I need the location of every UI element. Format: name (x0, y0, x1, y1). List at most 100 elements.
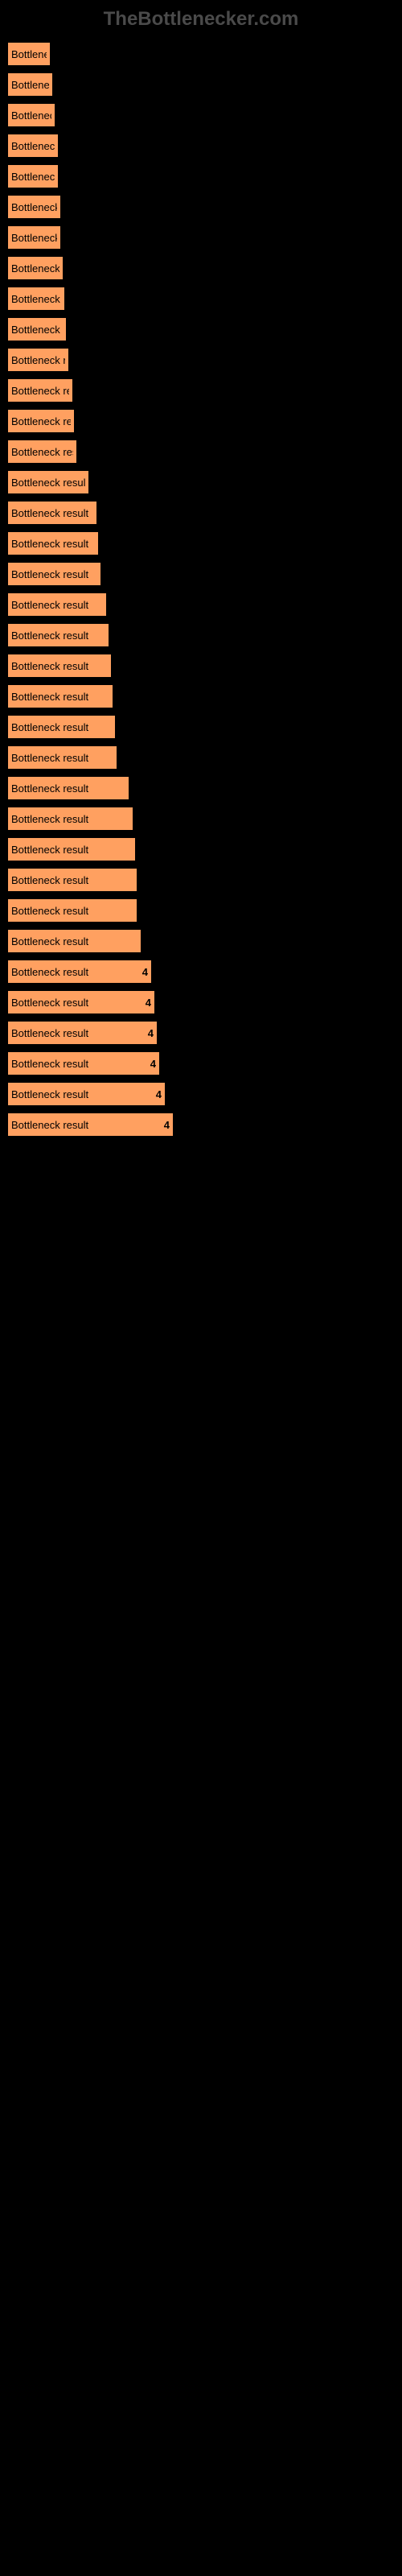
bar: Bottleneck result (8, 73, 52, 96)
chart-row: Bottleneck result (8, 807, 394, 830)
chart-row: Bottleneck result (8, 43, 394, 65)
bar-wrap: Bottleneck result (8, 502, 394, 524)
bar-wrap: Bottleneck result (8, 532, 394, 555)
chart-row: Bottleneck result (8, 716, 394, 738)
bar-label: Bottleneck result (11, 201, 57, 213)
chart-row: Bottleneck result 4 (8, 1052, 394, 1075)
bar-wrap: Bottleneck result 4 (8, 960, 394, 983)
chart-row: Bottleneck result (8, 196, 394, 218)
bottleneck-bar-chart: Bottleneck result Bottleneck result Bottle… (0, 43, 402, 1136)
chart-row: Bottleneck result (8, 593, 394, 616)
chart-row: Bottleneck result 4 (8, 960, 394, 983)
chart-row: Bottleneck result (8, 502, 394, 524)
chart-row: Bottleneck result4 (8, 991, 394, 1013)
bar-wrap: Bottleneck result (8, 777, 394, 799)
chart-row: Bottleneck result (8, 838, 394, 861)
chart-row: Bottleneck result (8, 930, 394, 952)
bar-label: Bottleneck result (11, 630, 88, 642)
bar-label: Bottleneck result (11, 782, 88, 795)
bar-label: Bottleneck result (11, 905, 88, 917)
bar-value: 4 (156, 1088, 162, 1100)
bar-label: Bottleneck result (11, 1027, 88, 1039)
bar-wrap: Bottleneck result (8, 807, 394, 830)
bar: Bottleneck result (8, 624, 109, 646)
chart-row: Bottleneck result (8, 73, 394, 96)
bar-wrap: Bottleneck result (8, 716, 394, 738)
chart-row: Bottleneck result4 (8, 1113, 394, 1136)
bar: Bottleneck result (8, 685, 113, 708)
chart-row: Bottleneck result (8, 226, 394, 249)
bar-label: Bottleneck result (11, 691, 88, 703)
bar-wrap: Bottleneck result (8, 379, 394, 402)
bar: Bottleneck result (8, 593, 106, 616)
bar: Bottleneck result (8, 502, 96, 524)
bar: Bottleneck result (8, 654, 111, 677)
bar-label: Bottleneck result (11, 721, 88, 733)
chart-row: Bottleneck result (8, 654, 394, 677)
bar-label: Bottleneck result (11, 293, 61, 305)
bar: Bottleneck result (8, 899, 137, 922)
chart-row: Bottleneck result4 (8, 1022, 394, 1044)
bar-label: Bottleneck result (11, 140, 55, 152)
bar: Bottleneck result (8, 104, 55, 126)
bar: Bottleneck result (8, 257, 63, 279)
bar-label: Bottleneck result (11, 171, 55, 183)
bar-wrap: Bottleneck result4 (8, 1113, 394, 1136)
bar: Bottleneck result (8, 134, 58, 157)
bar: Bottleneck result4 (8, 991, 154, 1013)
bar-wrap: Bottleneck result (8, 196, 394, 218)
bar-label: Bottleneck result (11, 844, 88, 856)
bar-wrap: Bottleneck result 4 (8, 1083, 394, 1105)
bar-wrap: Bottleneck result (8, 685, 394, 708)
bar: Bottleneck result (8, 532, 98, 555)
bar-wrap: Bottleneck result (8, 257, 394, 279)
bar-wrap: Bottleneck result (8, 104, 394, 126)
chart-row: Bottleneck result (8, 165, 394, 188)
bar: Bottleneck result (8, 471, 88, 493)
bar-wrap: Bottleneck result (8, 869, 394, 891)
bar-value: 4 (142, 966, 148, 978)
bar-value: 4 (150, 1058, 156, 1070)
bar-label: Bottleneck result (11, 1088, 88, 1100)
bar: Bottleneck result 4 (8, 1052, 159, 1075)
bar: Bottleneck result (8, 410, 74, 432)
bar-wrap: Bottleneck result (8, 593, 394, 616)
chart-row: Bottleneck result (8, 440, 394, 463)
bar: Bottleneck result (8, 165, 58, 188)
bar-label: Bottleneck result (11, 660, 88, 672)
bar: Bottleneck result (8, 349, 68, 371)
chart-row: Bottleneck result (8, 624, 394, 646)
bar-wrap: Bottleneck result (8, 654, 394, 677)
bar-wrap: Bottleneck result (8, 624, 394, 646)
bar: Bottleneck result (8, 287, 64, 310)
bar-wrap: Bottleneck result (8, 134, 394, 157)
bar-wrap: Bottleneck result (8, 746, 394, 769)
bar-label: Bottleneck result (11, 538, 88, 550)
bar: Bottleneck result (8, 379, 72, 402)
bar-wrap: Bottleneck result 4 (8, 1052, 394, 1075)
bar: Bottleneck result (8, 777, 129, 799)
bar-label: Bottleneck result (11, 232, 57, 244)
chart-row: Bottleneck result (8, 746, 394, 769)
bar: Bottleneck result (8, 807, 133, 830)
chart-row: Bottleneck result (8, 532, 394, 555)
bar-label: Bottleneck result (11, 752, 88, 764)
chart-row: Bottleneck result (8, 257, 394, 279)
bar-wrap: Bottleneck result (8, 226, 394, 249)
bar-wrap: Bottleneck result (8, 43, 394, 65)
bar: Bottleneck result (8, 43, 50, 65)
bar-label: Bottleneck result (11, 997, 88, 1009)
chart-row: Bottleneck result (8, 471, 394, 493)
bar-label: Bottleneck result (11, 966, 88, 978)
chart-row: Bottleneck result (8, 349, 394, 371)
bar-wrap: Bottleneck result (8, 899, 394, 922)
bar-wrap: Bottleneck result (8, 471, 394, 493)
bar-wrap: Bottleneck result (8, 563, 394, 585)
bar-wrap: Bottleneck result (8, 73, 394, 96)
bar-label: Bottleneck result (11, 446, 73, 458)
bar-label: Bottleneck result (11, 1058, 88, 1070)
bar: Bottleneck result (8, 930, 141, 952)
bar-wrap: Bottleneck result (8, 410, 394, 432)
chart-row: Bottleneck result (8, 777, 394, 799)
chart-row: Bottleneck result (8, 410, 394, 432)
